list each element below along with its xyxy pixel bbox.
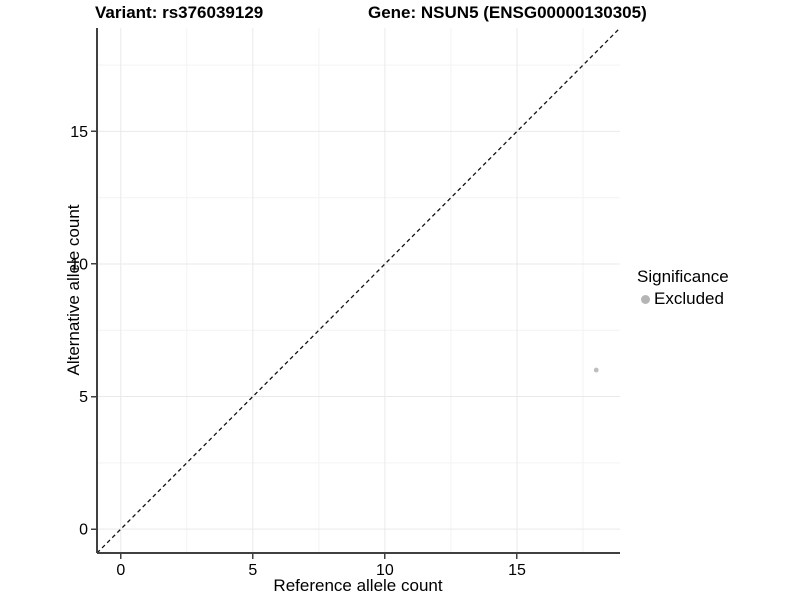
x-tick-label: 0 — [116, 562, 125, 579]
x-tick-label: 15 — [508, 562, 526, 579]
legend-title: Significance — [637, 267, 729, 286]
scatter-plot: 0 5 10 15 0 5 10 15 — [70, 27, 621, 579]
y-tick-label: 10 — [70, 256, 88, 273]
legend-item-excluded: Excluded — [637, 288, 729, 310]
chart-panel: 0 5 10 15 0 5 10 15 — [70, 27, 621, 579]
plot-title-variant: Variant: rs376039129 — [95, 3, 264, 22]
x-tick-label: 5 — [248, 562, 257, 579]
legend: Significance Excluded — [637, 266, 729, 310]
x-axis-label: Reference allele count — [273, 576, 443, 595]
x-tick-label: 10 — [376, 562, 394, 579]
y-tick-label: 0 — [79, 522, 88, 539]
plot-title-gene: Gene: NSUN5 (ENSG00000130305) — [368, 3, 647, 22]
identity-line — [96, 27, 621, 554]
legend-item-label: Excluded — [654, 289, 724, 308]
y-tick-label: 5 — [79, 389, 88, 406]
data-point — [593, 367, 599, 373]
y-axis-label: Alternative allele count — [64, 204, 83, 376]
excluded-point-icon — [641, 294, 650, 304]
y-tick-label: 15 — [70, 124, 88, 141]
